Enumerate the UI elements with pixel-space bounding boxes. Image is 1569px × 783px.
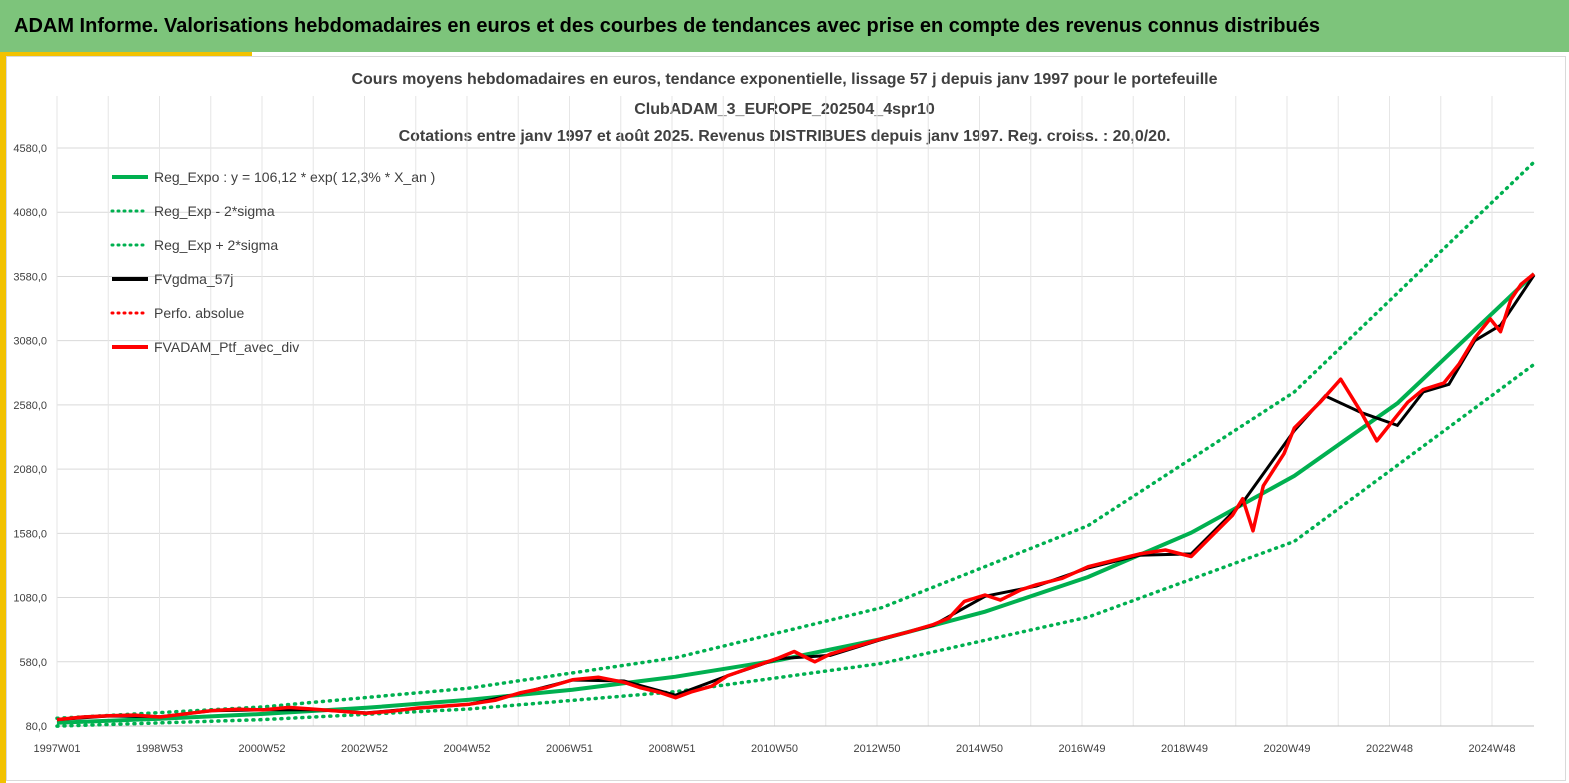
x-tick-label: 2002W52 xyxy=(341,743,388,755)
accent-bar-left xyxy=(0,52,6,783)
x-tick-label: 2020W49 xyxy=(1263,743,1310,755)
x-tick-label: 2000W52 xyxy=(238,743,285,755)
y-tick-label: 3080,0 xyxy=(13,336,47,348)
legend-label: FVgdma_57j xyxy=(154,271,233,287)
x-tick-label: 1997W01 xyxy=(33,743,80,755)
x-tick-label: 2006W51 xyxy=(546,743,593,755)
legend-label: Reg_Exp - 2*sigma xyxy=(154,203,275,219)
legend-label: FVADAM_Ptf_avec_div xyxy=(154,339,299,355)
x-tick-label: 2004W52 xyxy=(443,743,490,755)
y-tick-label: 1080,0 xyxy=(13,593,47,605)
lower-band-line xyxy=(55,362,1536,728)
chart-title-line-1: Cours moyens hebdomadaires en euros, ten… xyxy=(351,71,1218,88)
y-tick-label: 4580,0 xyxy=(13,143,47,155)
y-tick-label: 2080,0 xyxy=(13,464,47,476)
chart-title-line-3: Cotations entre janv 1997 et août 2025. … xyxy=(398,128,1171,145)
page-title: ADAM Informe. Valorisations hebdomadaire… xyxy=(14,14,1320,37)
upper-band-line xyxy=(55,160,1536,721)
legend-label: Reg_Expo : y = 106,12 * exp( 12,3% * X_a… xyxy=(154,169,435,185)
x-tick-label: 2012W50 xyxy=(853,743,900,755)
portfolio-line xyxy=(56,272,1536,722)
x-tick-label: 2010W50 xyxy=(751,743,798,755)
y-tick-label: 580,0 xyxy=(19,657,47,669)
chart-title-line-2: ClubADAM_3_EUROPE_202504_4spr10 xyxy=(634,101,935,118)
x-tick-label: 2018W49 xyxy=(1161,743,1208,755)
x-tick-label: 2016W49 xyxy=(1058,743,1105,755)
header-bar: ADAM Informe. Valorisations hebdomadaire… xyxy=(0,0,1569,52)
y-tick-label: 4080,0 xyxy=(13,207,47,219)
y-tick-label: 2580,0 xyxy=(13,400,47,412)
accent-bar-top xyxy=(0,52,252,56)
x-tick-label: 2014W50 xyxy=(956,743,1003,755)
y-tick-label: 1580,0 xyxy=(13,528,47,540)
x-tick-label: 2022W48 xyxy=(1366,743,1413,755)
y-tick-label: 80,0 xyxy=(26,721,47,733)
x-tick-label: 2024W48 xyxy=(1468,743,1515,755)
x-tick-label: 2008W51 xyxy=(648,743,695,755)
x-tick-label: 1998W53 xyxy=(136,743,183,755)
legend-label: Reg_Exp + 2*sigma xyxy=(154,237,278,253)
legend-label: Perfo. absolue xyxy=(154,305,244,321)
y-tick-label: 3580,0 xyxy=(13,271,47,283)
